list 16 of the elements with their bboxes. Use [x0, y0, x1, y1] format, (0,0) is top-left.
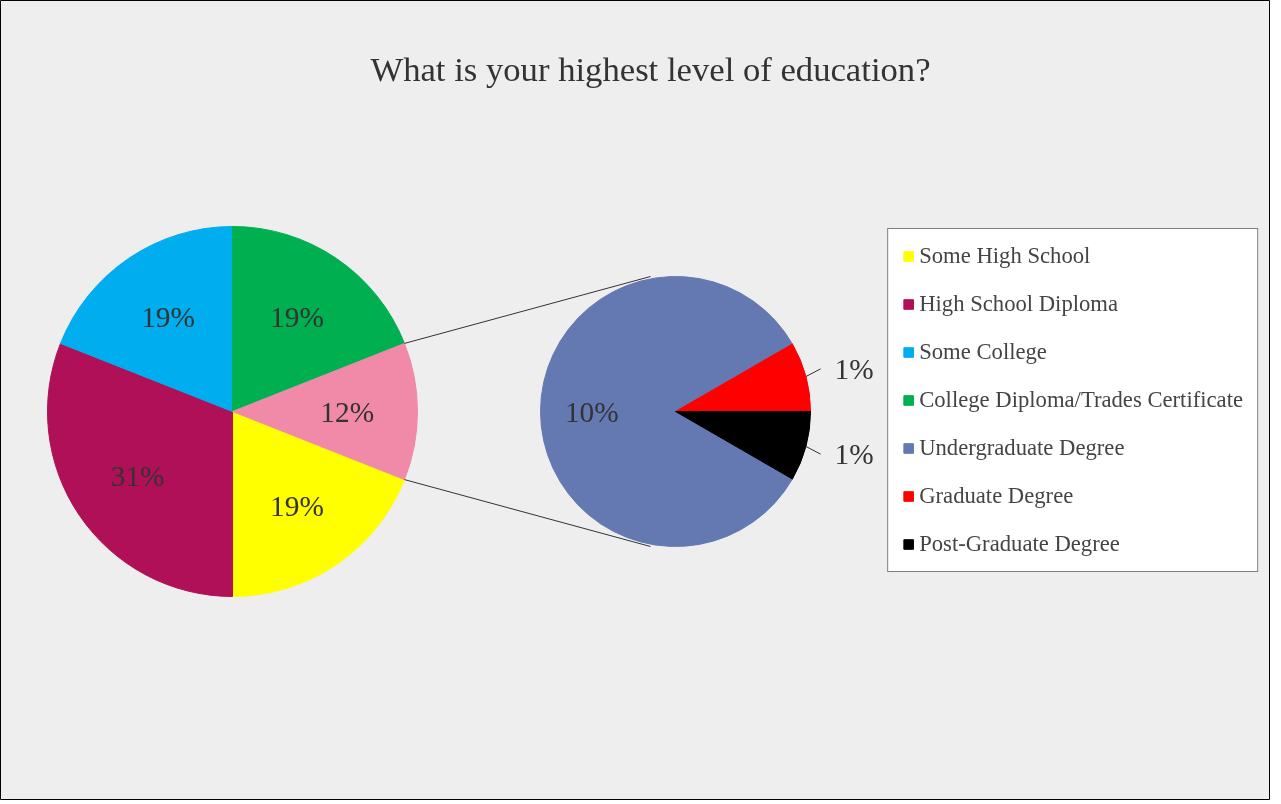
data-label: 10% [564, 395, 619, 428]
legend-label: College Diploma/Trades Certificate [919, 387, 1243, 413]
data-label: 19% [141, 300, 195, 333]
legend-label: Post-Graduate Degree [919, 531, 1120, 557]
data-label: 1% [834, 438, 874, 471]
data-label: 1% [834, 352, 874, 385]
chart-title: What is your highest level of education? [370, 49, 931, 88]
legend-label: High School Diploma [919, 291, 1119, 317]
legend-label: Some College [919, 339, 1047, 365]
data-label: 19% [270, 300, 324, 333]
legend-label: Some High School [919, 243, 1091, 269]
data-label: 19% [270, 490, 324, 523]
data-label: 12% [320, 395, 375, 428]
data-label: 31% [110, 459, 165, 492]
legend-label: Graduate Degree [919, 483, 1074, 509]
legend-label: Undergraduate Degree [919, 435, 1125, 461]
